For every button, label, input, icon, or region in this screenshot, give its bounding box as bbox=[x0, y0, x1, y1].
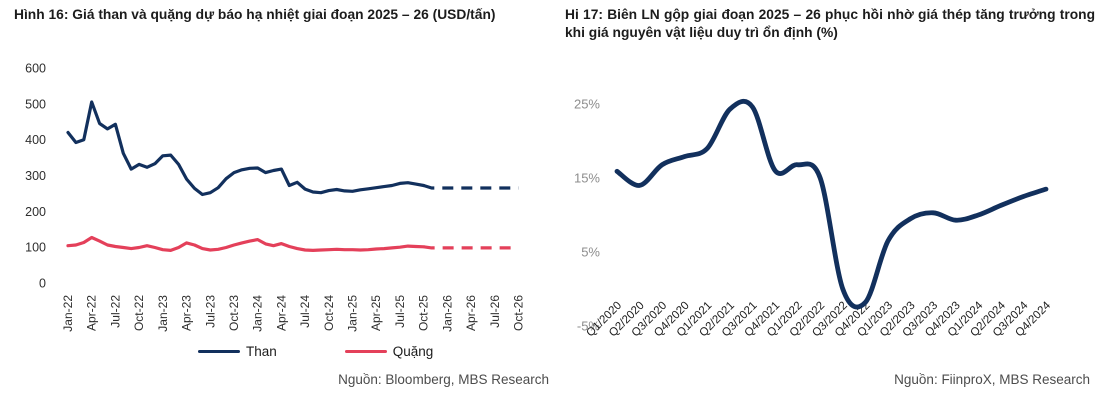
series-forecast-than bbox=[423, 183, 519, 190]
left-chart-svg: 0 100 200 300 400 500 600 Jan-22 Apr-22 Jul-22 Oct… bbox=[25, 62, 526, 332]
y-tick-label: 0 bbox=[39, 277, 46, 291]
series-forecast-quặng bbox=[423, 245, 519, 250]
quang-line-swatch bbox=[344, 350, 387, 353]
series-line-than bbox=[66, 100, 426, 197]
x-tick-label: Apr-25 bbox=[369, 295, 383, 331]
right-chart-title: Hi 17: Biên LN gộp giai đoạn 2025 – 26 p… bbox=[565, 7, 1095, 41]
x-tick-label: Apr-23 bbox=[180, 295, 194, 331]
x-tick-label: Oct-25 bbox=[417, 295, 431, 331]
left-chart-source: Nguồn: Bloomberg, MBS Research bbox=[338, 372, 549, 387]
y-tick-label: 600 bbox=[25, 62, 46, 76]
y-tick-label: 200 bbox=[25, 205, 46, 219]
x-tick-label: Oct-26 bbox=[512, 295, 526, 331]
left-chart-title: Hình 16: Giá than và quặng dự báo hạ nhi… bbox=[14, 7, 496, 22]
y-tick-label: 100 bbox=[25, 241, 46, 255]
legend-item-quang: Quặng bbox=[344, 344, 434, 359]
x-tick-label: Jul-25 bbox=[393, 295, 407, 328]
right-chart-source: Nguồn: FiinproX, MBS Research bbox=[894, 372, 1090, 387]
right-chart-svg: -5%5%15%25%Q1/2020Q2/2020Q3/2020Q4/2020Q… bbox=[574, 97, 1054, 340]
gross-margin-line bbox=[614, 98, 1049, 310]
legend-item-than: Than bbox=[198, 344, 277, 359]
x-tick-label: Jul-22 bbox=[108, 295, 122, 328]
figure-coal-ore-prices: Hình 16: Giá than và quặng dự báo hạ nhi… bbox=[14, 7, 549, 387]
x-tick-label: Jul-23 bbox=[203, 295, 217, 328]
y-tick-label: 500 bbox=[25, 97, 46, 111]
left-chart-legend: Than Quặng bbox=[198, 344, 433, 359]
legend-label-than: Than bbox=[246, 344, 277, 359]
y-tick-label: 25% bbox=[574, 97, 600, 112]
y-tick-label: 300 bbox=[25, 169, 46, 183]
figure-gross-margin: Hi 17: Biên LN gộp giai đoạn 2025 – 26 p… bbox=[555, 0, 1102, 408]
legend-label-quang: Quặng bbox=[392, 344, 434, 359]
x-tick-label: Jan-25 bbox=[346, 295, 360, 332]
x-tick-label: Apr-26 bbox=[464, 295, 478, 331]
x-tick-label: Jan-23 bbox=[156, 295, 170, 332]
y-tick-label: 400 bbox=[25, 133, 46, 147]
y-tick-label: 5% bbox=[581, 245, 600, 260]
x-tick-label: Apr-22 bbox=[85, 295, 99, 331]
than-line-swatch bbox=[198, 350, 240, 353]
x-tick-label: Oct-22 bbox=[132, 295, 146, 331]
x-tick-label: Jan-24 bbox=[251, 295, 265, 332]
x-tick-label: Jul-26 bbox=[488, 295, 502, 328]
y-tick-label: 15% bbox=[574, 171, 600, 186]
x-tick-label: Oct-24 bbox=[322, 295, 336, 331]
x-tick-label: Jan-22 bbox=[61, 295, 75, 332]
x-tick-label: Jan-26 bbox=[440, 295, 454, 332]
x-tick-label: Jul-24 bbox=[298, 295, 312, 328]
y-tick-label: -5% bbox=[577, 319, 601, 334]
x-tick-label: Oct-23 bbox=[227, 295, 241, 331]
series-line-quặng bbox=[66, 235, 426, 252]
x-tick-label: Apr-24 bbox=[274, 295, 288, 331]
